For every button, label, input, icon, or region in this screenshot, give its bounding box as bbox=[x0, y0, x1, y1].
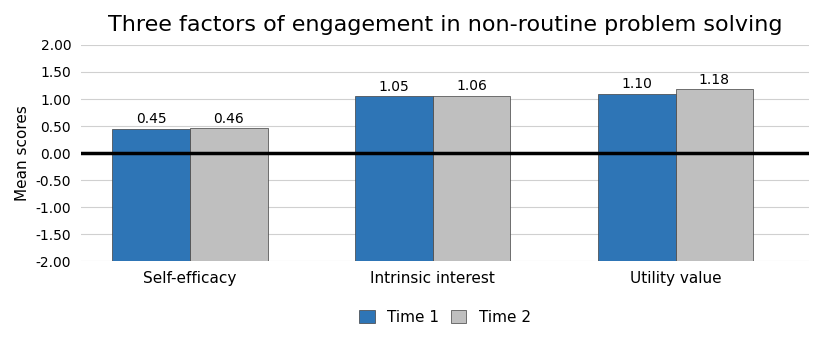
Text: 1.05: 1.05 bbox=[378, 80, 410, 94]
Bar bbox=[676, 89, 753, 261]
Text: 1.10: 1.10 bbox=[621, 77, 652, 91]
Bar bbox=[355, 96, 433, 261]
Legend: Time 1, Time 2: Time 1, Time 2 bbox=[353, 304, 536, 331]
Bar bbox=[190, 128, 268, 261]
Text: 1.06: 1.06 bbox=[456, 79, 487, 93]
Title: Three factors of engagement in non-routine problem solving: Three factors of engagement in non-routi… bbox=[108, 15, 782, 35]
Text: 0.46: 0.46 bbox=[213, 111, 245, 126]
Text: 1.18: 1.18 bbox=[699, 72, 730, 87]
Text: 0.45: 0.45 bbox=[136, 112, 166, 126]
Bar bbox=[112, 129, 190, 261]
Y-axis label: Mean scores: Mean scores bbox=[15, 105, 30, 201]
Bar bbox=[598, 94, 676, 261]
Bar bbox=[433, 96, 511, 261]
